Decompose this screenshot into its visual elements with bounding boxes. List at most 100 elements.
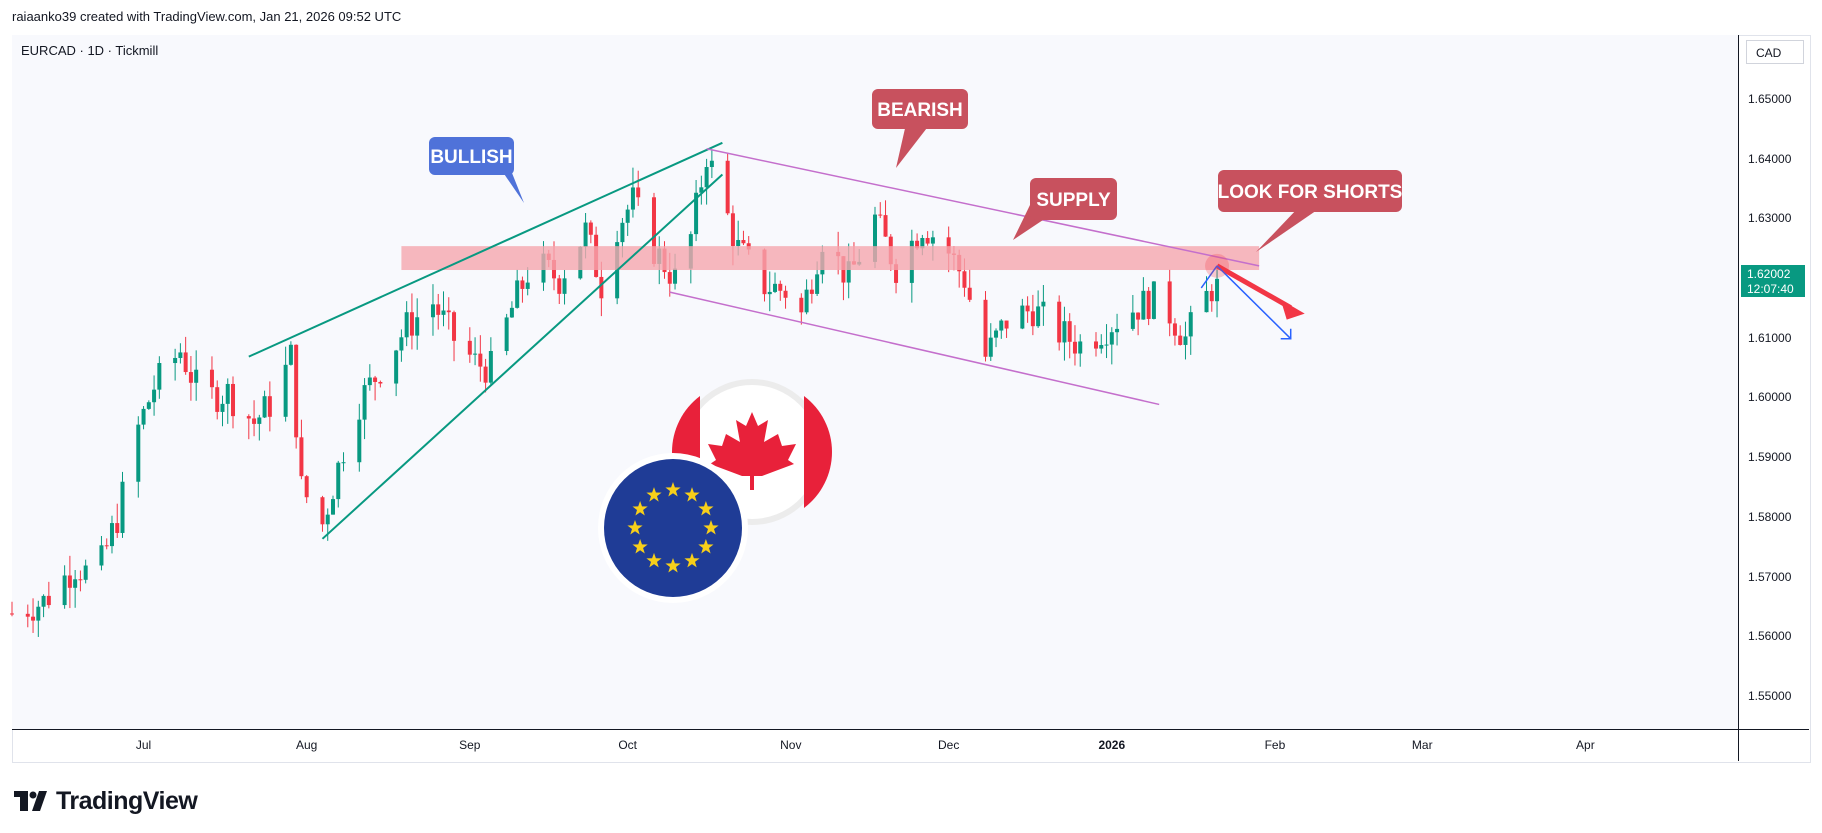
time-tick-label: Apr bbox=[1576, 738, 1595, 752]
candle-down bbox=[1172, 323, 1177, 336]
candle-down bbox=[188, 372, 193, 383]
arrow-head-red bbox=[1280, 299, 1305, 320]
candle-down bbox=[1146, 290, 1151, 319]
eu-flag-bg bbox=[604, 459, 742, 597]
candle-down bbox=[31, 616, 36, 621]
candle-up bbox=[220, 403, 225, 412]
candle-down bbox=[809, 289, 814, 294]
price-tick-label: 1.55000 bbox=[1748, 689, 1792, 704]
candle-down bbox=[557, 278, 562, 294]
candle-up bbox=[1099, 345, 1104, 349]
bullish-callout-tail bbox=[500, 168, 524, 203]
wedge-lower-line bbox=[321, 173, 724, 540]
chart-attribution: raiaanko39 created with TradingView.com,… bbox=[12, 9, 402, 24]
candle-down bbox=[409, 312, 414, 336]
candle-up bbox=[109, 523, 114, 547]
tradingview-wordmark: TradingView bbox=[56, 786, 198, 815]
candle-up bbox=[36, 606, 41, 621]
candle-up bbox=[357, 419, 362, 463]
candle-up bbox=[1188, 312, 1193, 337]
candle-up bbox=[325, 514, 330, 525]
candle-down bbox=[1136, 312, 1141, 320]
chart-pane[interactable] bbox=[12, 35, 1738, 729]
candle-down bbox=[588, 222, 593, 235]
candle-down bbox=[599, 276, 604, 299]
candle-up bbox=[362, 385, 367, 420]
candle-up bbox=[736, 240, 741, 247]
candle-up bbox=[488, 351, 493, 383]
price-tick-label: 1.63000 bbox=[1748, 211, 1792, 226]
candle-down bbox=[78, 579, 83, 581]
candle-down bbox=[183, 352, 188, 373]
candle-down bbox=[267, 396, 272, 417]
shorts-callout-text: LOOK FOR SHORTS bbox=[1218, 182, 1403, 203]
candle-up bbox=[430, 304, 435, 318]
eu-star-icon bbox=[632, 539, 648, 554]
candle-up bbox=[625, 209, 630, 223]
price-tick-label: 1.65000 bbox=[1748, 91, 1792, 106]
candle-down bbox=[10, 613, 14, 615]
candle-up bbox=[988, 337, 993, 357]
candle-up bbox=[504, 317, 509, 352]
time-tick-label: Nov bbox=[780, 738, 802, 752]
candle-up bbox=[288, 344, 293, 365]
channel-upper-line bbox=[706, 148, 1260, 267]
candle-up bbox=[415, 317, 420, 336]
currency-selector[interactable]: CAD bbox=[1746, 40, 1804, 64]
candle-down bbox=[894, 264, 899, 283]
candle-down bbox=[246, 416, 251, 419]
candle-up bbox=[1104, 344, 1109, 346]
candle-down bbox=[1067, 321, 1072, 342]
candle-down bbox=[299, 437, 304, 477]
supply-callout bbox=[1030, 178, 1117, 220]
candle-up bbox=[699, 187, 704, 193]
price-tick-label: 1.64000 bbox=[1748, 151, 1792, 166]
candle-up bbox=[225, 383, 230, 404]
candle-down bbox=[946, 237, 951, 254]
candle-up bbox=[99, 545, 104, 566]
candle-down bbox=[878, 214, 883, 216]
candle-down bbox=[304, 476, 309, 498]
canada-flag-right-bar bbox=[804, 396, 832, 508]
candle-up bbox=[473, 353, 478, 355]
candle-down bbox=[436, 304, 441, 315]
symbol-title[interactable]: EURCAD · 1D · Tickmill bbox=[21, 43, 159, 58]
channel-lower-line bbox=[669, 291, 1160, 406]
candle-up bbox=[152, 389, 157, 403]
candle-up bbox=[157, 363, 162, 390]
candle-down bbox=[651, 197, 656, 264]
candle-up bbox=[136, 424, 141, 482]
arrow-lead-in bbox=[1200, 265, 1218, 289]
candle-up bbox=[120, 481, 125, 533]
candle-down bbox=[320, 497, 325, 525]
candle-up bbox=[1130, 312, 1135, 329]
time-tick-label: Aug bbox=[295, 738, 318, 752]
candle-up bbox=[146, 402, 151, 409]
candle-up bbox=[930, 237, 935, 244]
time-tick-label: Jul bbox=[135, 738, 152, 752]
candle-up bbox=[1215, 278, 1220, 302]
candle-down bbox=[25, 613, 30, 617]
candle-down bbox=[46, 595, 51, 606]
candle-up bbox=[341, 462, 346, 464]
candle-up bbox=[194, 369, 199, 383]
candle-up bbox=[525, 282, 530, 289]
entry-marker bbox=[1205, 253, 1230, 278]
time-tick-label: Feb bbox=[1264, 738, 1286, 752]
candle-down bbox=[1178, 335, 1183, 345]
candle-up bbox=[630, 187, 635, 210]
candle-up bbox=[1062, 321, 1067, 343]
candle-down bbox=[783, 290, 788, 298]
candle-up bbox=[262, 396, 267, 418]
candle-up bbox=[1141, 290, 1146, 320]
candle-down bbox=[378, 381, 383, 384]
candle-down bbox=[467, 340, 472, 355]
time-tick-label: Sep bbox=[459, 738, 481, 752]
bullish-callout-text: BULLISH bbox=[430, 147, 512, 168]
candle-up bbox=[815, 274, 820, 294]
eu-star-icon bbox=[684, 487, 700, 502]
candle-up bbox=[920, 237, 925, 249]
tradingview-logo[interactable]: TradingView bbox=[14, 786, 198, 815]
candle-up bbox=[404, 312, 409, 338]
